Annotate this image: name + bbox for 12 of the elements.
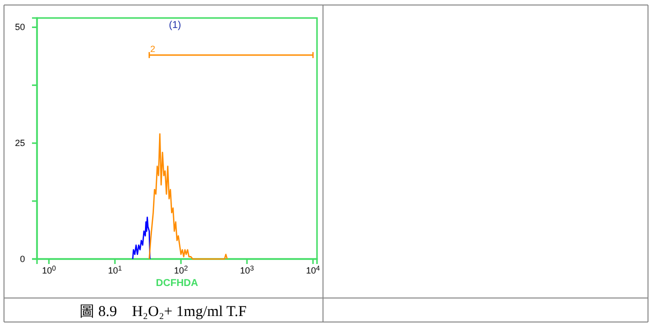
x-tick-label: 10$^{1}$ bbox=[108, 264, 122, 276]
x-axis-title: DCFHDA bbox=[156, 278, 198, 289]
caption: 圖 8.9 H₂O₂+ 1mg/ml T.F bbox=[79, 304, 247, 320]
x-tick-label: 10$^{3}$ bbox=[240, 264, 254, 276]
y-tick-label: 25 bbox=[14, 138, 25, 148]
annotation: 2 bbox=[150, 44, 156, 54]
x-tick-label: 10$^{2}$ bbox=[174, 264, 188, 276]
y-tick-label: 0 bbox=[20, 254, 25, 264]
annotation: (1) bbox=[168, 20, 182, 31]
x-tick-label: 10$^{4}$ bbox=[306, 264, 320, 276]
y-tick-label: 50 bbox=[14, 22, 25, 32]
x-tick-label: 10$^{0}$ bbox=[42, 264, 56, 276]
